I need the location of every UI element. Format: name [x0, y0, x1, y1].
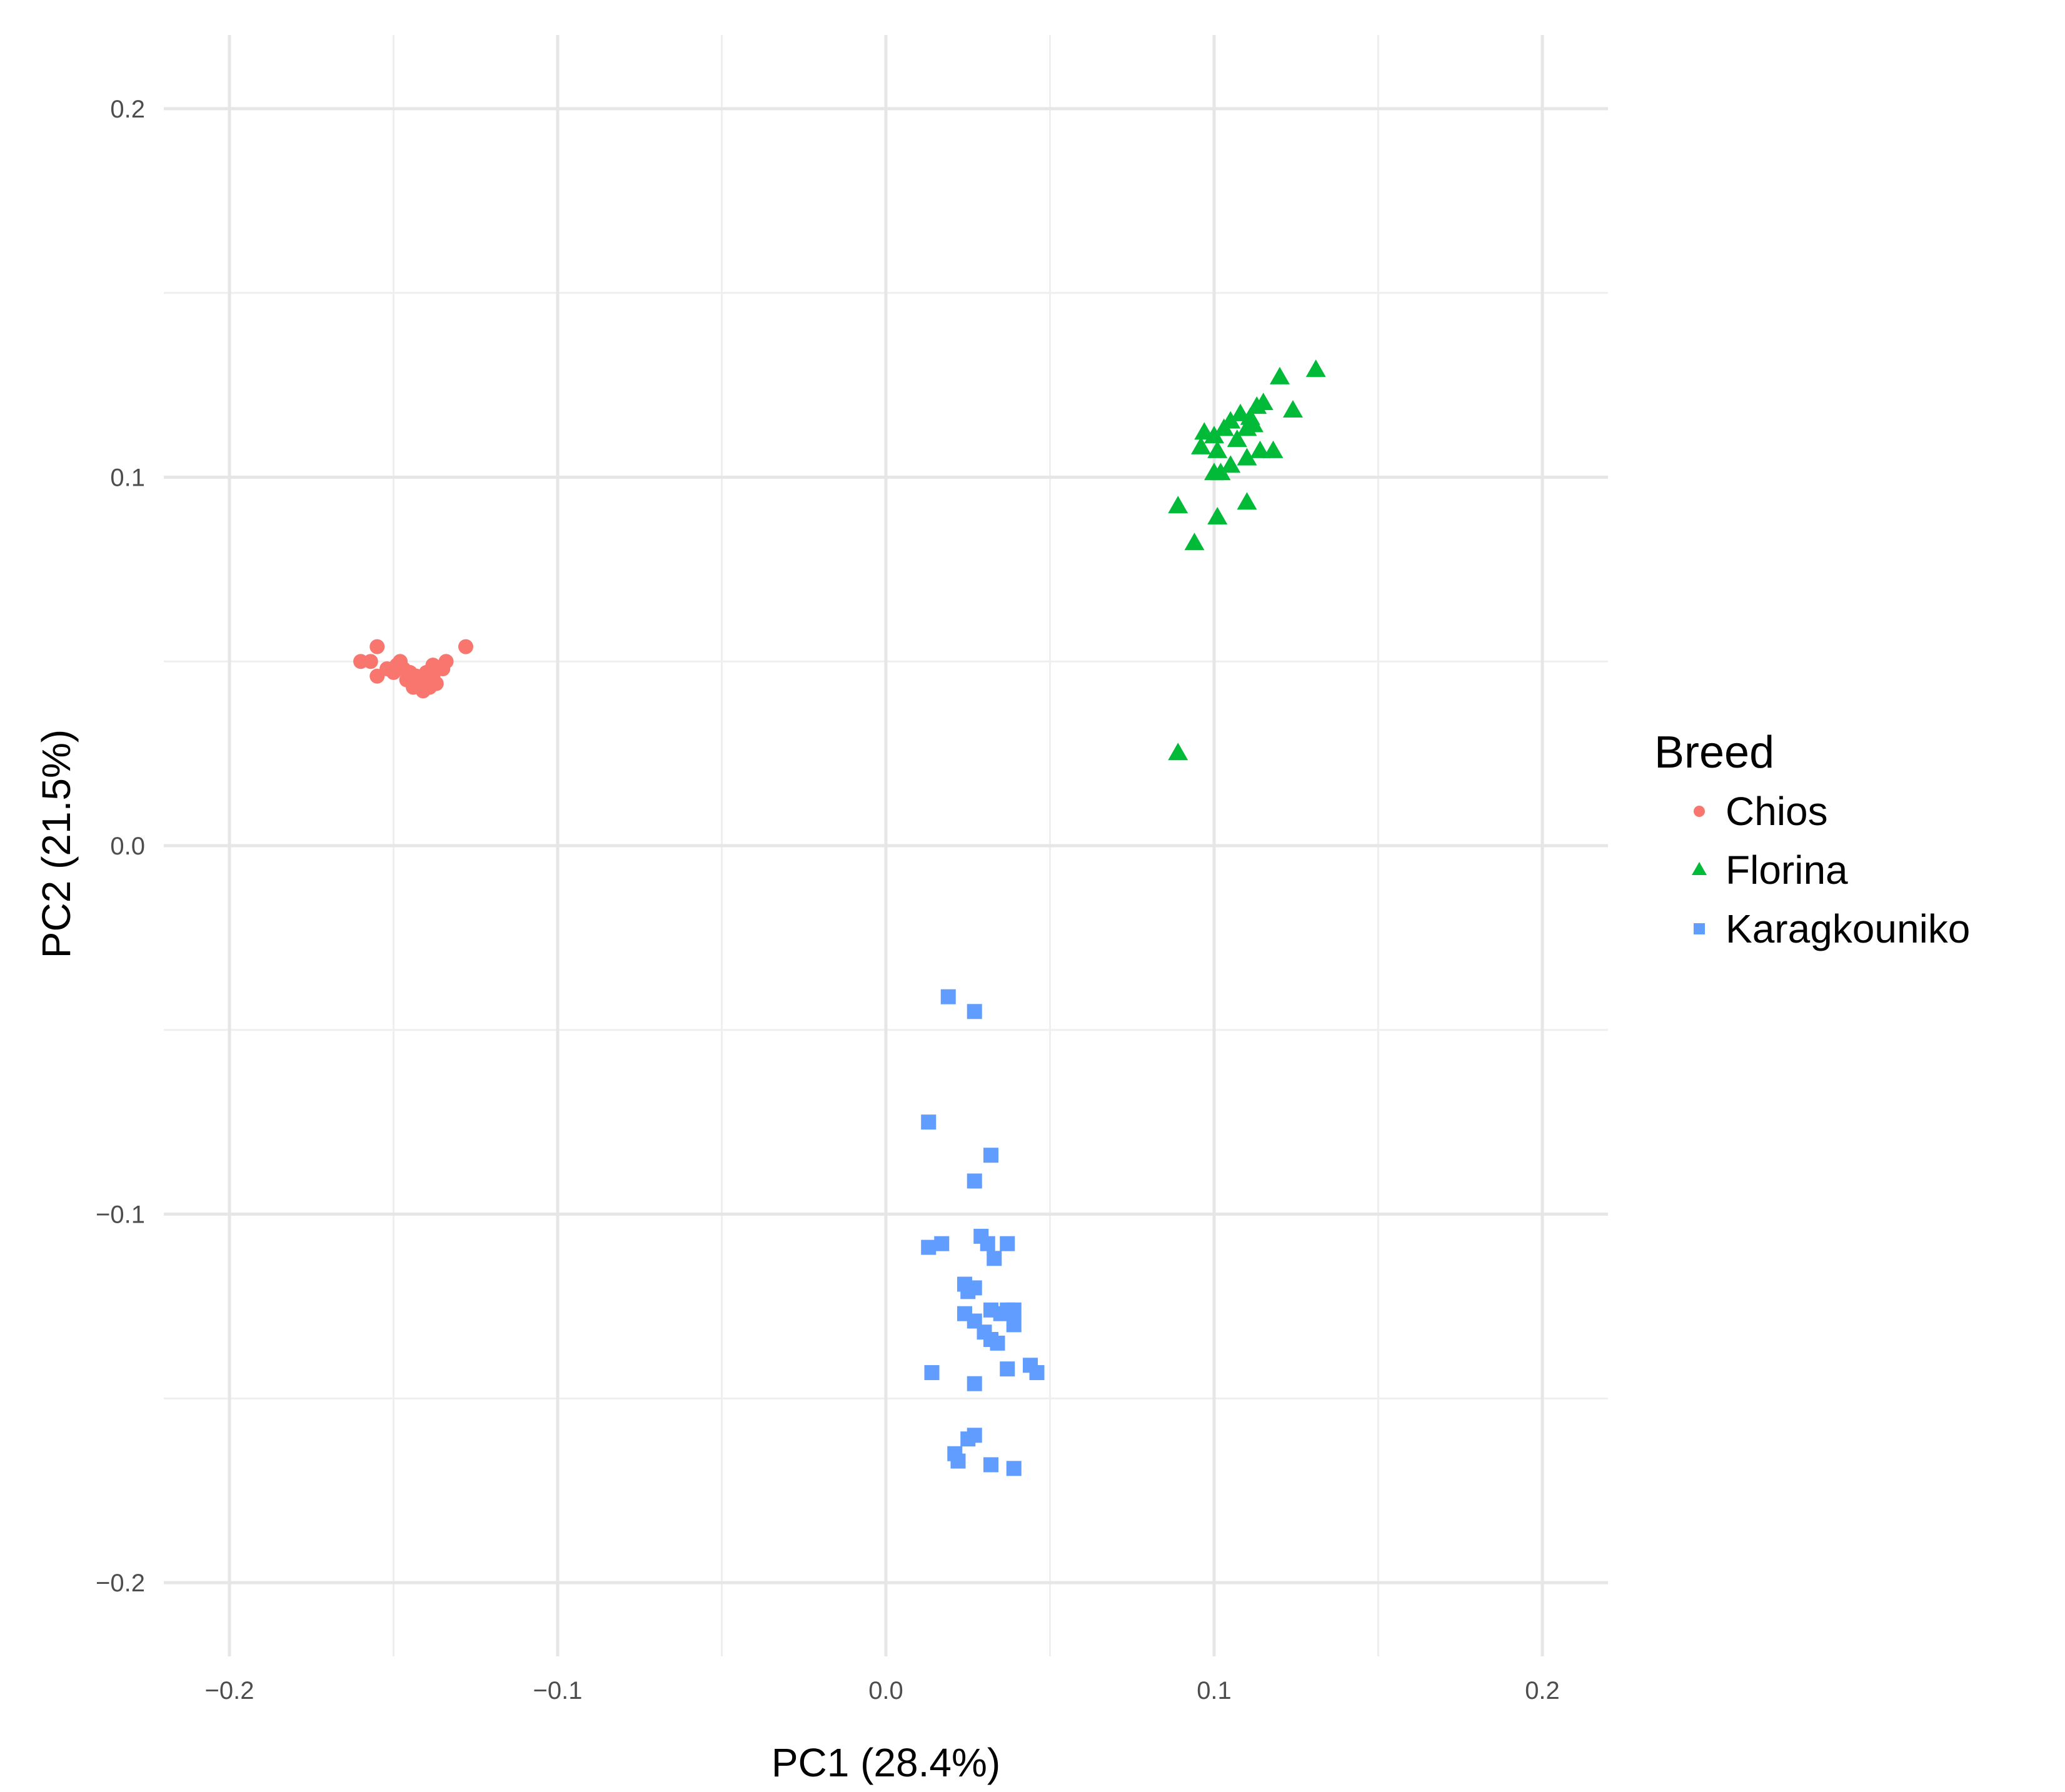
florina-point [1237, 448, 1257, 466]
florina-point [1247, 396, 1267, 414]
karagkouniko-point [960, 1284, 976, 1299]
florina-point [1230, 403, 1250, 421]
y-tick-label: 0.2 [110, 96, 145, 123]
karagkouniko-point [983, 1457, 998, 1473]
karagkouniko-point [987, 1251, 1002, 1266]
karagkouniko-point [940, 989, 956, 1004]
florina-point [1184, 533, 1205, 551]
x-tick-label: −0.1 [533, 1677, 583, 1704]
legend-item-florina: Florina [1692, 848, 1848, 893]
x-tick-label: 0.0 [868, 1677, 903, 1704]
karagkouniko-point [967, 1173, 982, 1189]
florina-point [1210, 463, 1231, 481]
y-axis-title: PC2 (21.5%) [34, 729, 79, 958]
karagkouniko-point [967, 1004, 982, 1019]
series-florina [1168, 359, 1326, 761]
legend-label: Chios [1726, 789, 1828, 834]
chios-point [363, 654, 378, 669]
karagkouniko-point [1006, 1317, 1022, 1333]
karagkouniko-point [990, 1335, 1005, 1351]
y-tick-label: −0.2 [96, 1569, 145, 1597]
karagkouniko-point [967, 1376, 982, 1391]
data-points [353, 359, 1326, 1476]
florina-point [1168, 496, 1188, 514]
legend-label: Florina [1726, 848, 1848, 893]
florina-point [1270, 366, 1290, 384]
karagkouniko-point [950, 1453, 966, 1469]
florina-point [1263, 440, 1284, 458]
chios-point [458, 639, 473, 654]
legend-item-chios: Chios [1694, 789, 1828, 834]
major-gridlines [164, 35, 1608, 1656]
y-axis-tick-labels: −0.2 −0.1 0.0 0.1 0.2 [96, 96, 145, 1597]
florina-point [1168, 743, 1188, 761]
florina-point [1283, 399, 1303, 418]
series-chios [353, 639, 473, 699]
series-karagkouniko [921, 989, 1045, 1476]
chios-point [428, 676, 444, 691]
y-tick-label: −0.1 [96, 1201, 145, 1229]
florina-point [1250, 440, 1270, 458]
florina-point [1207, 506, 1228, 524]
florina-point [1194, 422, 1215, 440]
y-tick-label: 0.1 [110, 464, 145, 491]
karagkouniko-point [934, 1236, 950, 1251]
karagkouniko-point [1000, 1236, 1015, 1251]
legend: Breed Chios Florina Karagkouniko [1654, 728, 1970, 951]
chios-point [369, 639, 385, 654]
x-axis-title: PC1 (28.4%) [771, 1740, 1000, 1785]
florina-point [1237, 492, 1257, 510]
florina-point [1220, 455, 1241, 473]
karagkouniko-point [1006, 1461, 1022, 1476]
florina-point [1305, 359, 1326, 378]
karagkouniko-point [1006, 1302, 1022, 1318]
karagkouniko-point [1029, 1365, 1045, 1381]
florina-point [1207, 440, 1228, 458]
karagkouniko-point [924, 1365, 940, 1381]
legend-label: Karagkouniko [1726, 906, 1970, 951]
karagkouniko-point [921, 1114, 937, 1130]
legend-title: Breed [1654, 728, 1774, 778]
x-tick-label: 0.1 [1197, 1677, 1232, 1704]
y-tick-label: 0.0 [110, 833, 145, 860]
florina-point [1213, 418, 1234, 436]
florina-point [1244, 414, 1264, 433]
legend-key-chios [1694, 806, 1705, 817]
legend-items: Chios Florina Karagkouniko [1692, 789, 1970, 951]
x-axis-tick-labels: −0.2 −0.1 0.0 0.1 0.2 [205, 1677, 1560, 1704]
legend-key-florina [1692, 861, 1707, 875]
karagkouniko-point [921, 1239, 937, 1255]
florina-point [1227, 429, 1247, 448]
florina-point [1191, 436, 1211, 454]
legend-item-karagkouniko: Karagkouniko [1694, 906, 1970, 951]
karagkouniko-point [1000, 1361, 1015, 1377]
karagkouniko-point [980, 1236, 995, 1251]
chios-point [438, 654, 454, 669]
karagkouniko-point [960, 1431, 976, 1447]
x-tick-label: 0.2 [1525, 1677, 1560, 1704]
karagkouniko-point [983, 1148, 998, 1163]
x-tick-label: −0.2 [205, 1677, 254, 1704]
legend-key-karagkouniko [1694, 923, 1705, 934]
